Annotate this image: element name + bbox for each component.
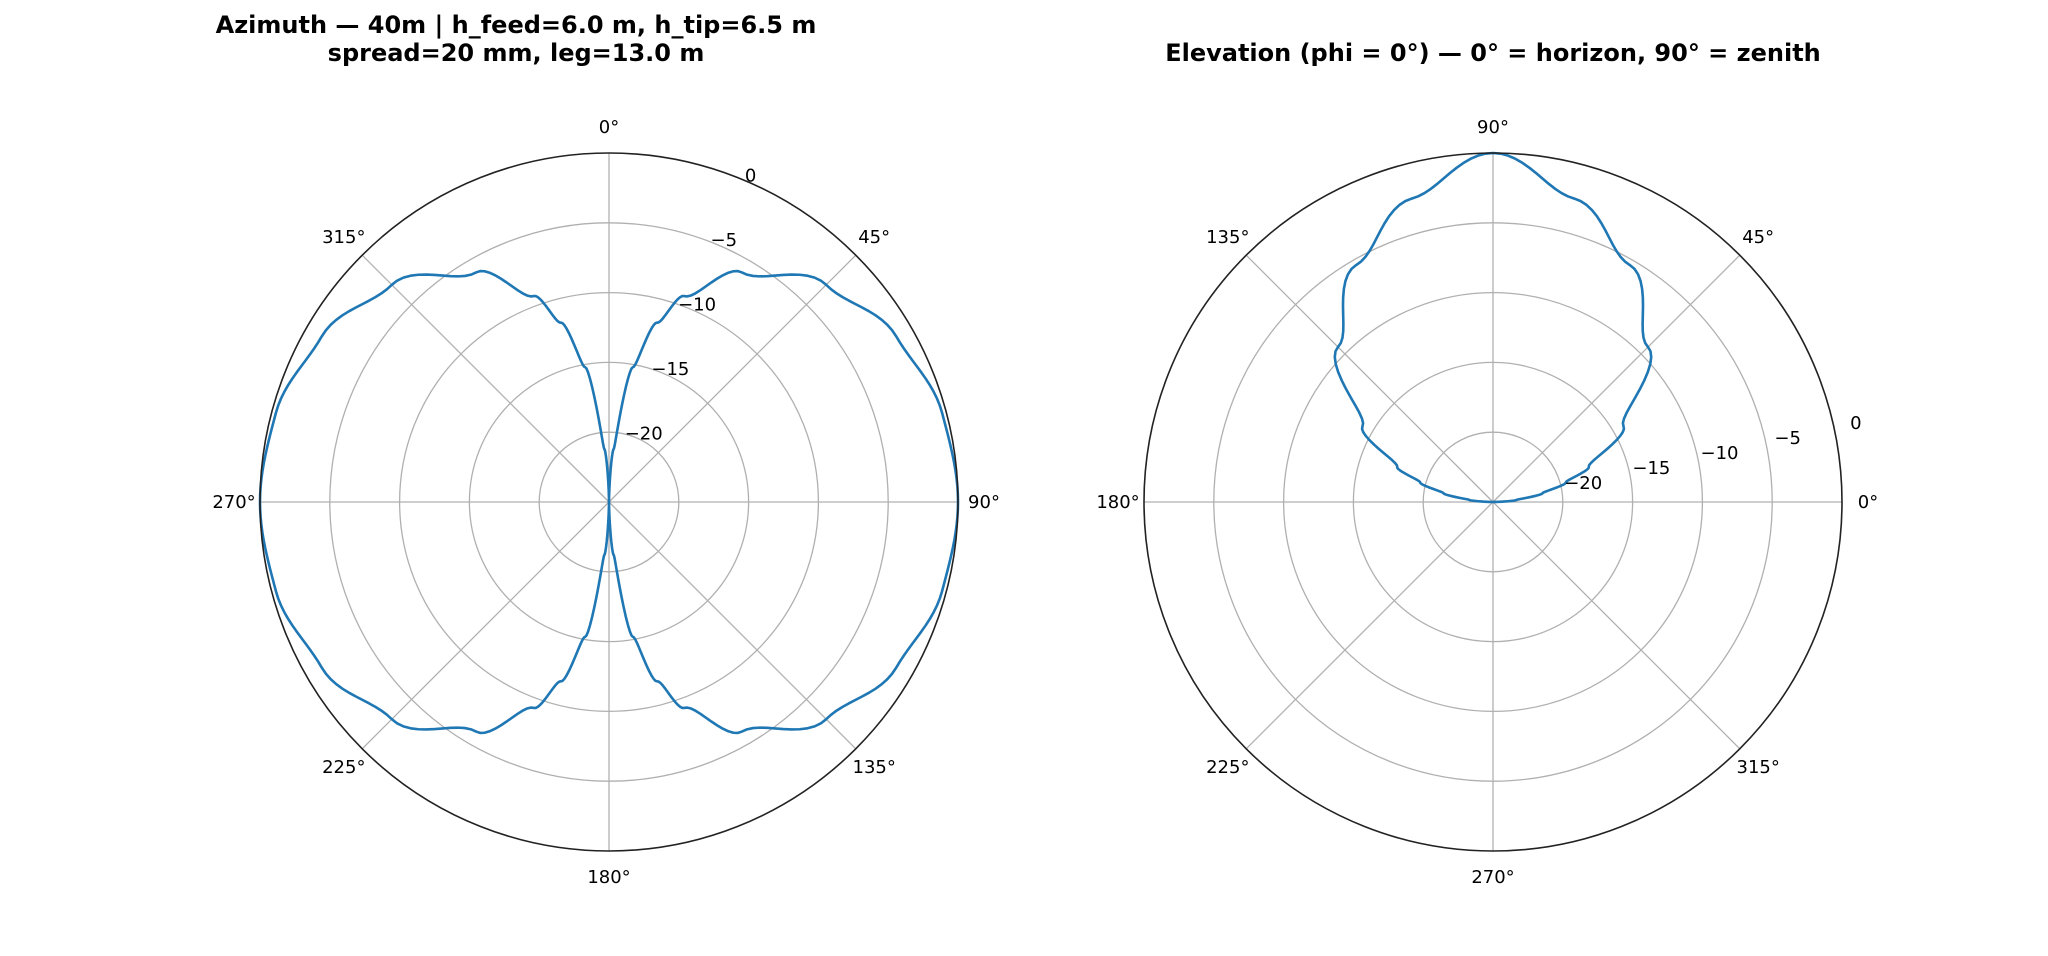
azimuth-pattern-trace-0	[258, 269, 960, 735]
azimuth-r-label-minus15: −15	[651, 359, 689, 380]
elevation-theta-label-135: 135°	[1206, 227, 1249, 248]
elevation-theta-label-225: 225°	[1206, 757, 1249, 778]
azimuth-title-line-1: Azimuth — 40m | h_feed=6.0 m, h_tip=6.5 …	[216, 11, 817, 39]
azimuth-r-label-0: 0	[745, 166, 756, 187]
azimuth-spoke-135	[608, 501, 857, 750]
azimuth-title-line-2: spread=20 mm, leg=13.0 m	[328, 39, 705, 67]
elevation-polar-chart: Elevation (phi = 0°) — 0° = horizon, 90°…	[1096, 39, 1878, 888]
azimuth-theta-label-180: 180°	[587, 867, 630, 888]
elevation-spine-group	[1143, 152, 1843, 852]
azimuth-spoke-315	[361, 254, 610, 503]
azimuth-trace-group	[258, 269, 960, 735]
elevation-theta-label-45: 45°	[1742, 227, 1774, 248]
azimuth-polar-chart: Azimuth — 40m | h_feed=6.0 m, h_tip=6.5 …	[212, 11, 1000, 888]
elevation-r-label-minus10: −10	[1701, 443, 1739, 464]
elevation-theta-label-315: 315°	[1737, 757, 1780, 778]
elevation-outer-spine	[1143, 152, 1843, 852]
elevation-r-label-minus5: −5	[1774, 428, 1801, 449]
elevation-grid	[1144, 153, 1842, 851]
azimuth-theta-label-225: 225°	[322, 757, 365, 778]
azimuth-theta-label-45: 45°	[858, 227, 890, 248]
elevation-title: Elevation (phi = 0°) — 0° = horizon, 90°…	[1165, 39, 1821, 67]
azimuth-r-label-minus5: −5	[711, 230, 738, 251]
elevation-theta-label-180: 180°	[1096, 492, 1139, 513]
azimuth-spoke-45	[608, 254, 857, 503]
elevation-theta-label-90: 90°	[1477, 117, 1509, 138]
azimuth-theta-label-270: 270°	[212, 492, 255, 513]
azimuth-r-label-minus10: −10	[678, 295, 716, 316]
elevation-spoke-315	[1492, 501, 1741, 750]
azimuth-outer-spine	[259, 152, 959, 852]
elevation-r-label-0: 0	[1850, 413, 1861, 434]
elevation-theta-label-270: 270°	[1471, 867, 1514, 888]
elevation-r-label-minus15: −15	[1632, 458, 1670, 479]
elevation-r-label-minus20: −20	[1564, 473, 1602, 494]
azimuth-theta-label-0: 0°	[599, 117, 619, 138]
elevation-spoke-135	[1245, 254, 1494, 503]
azimuth-theta-label-315: 315°	[322, 227, 365, 248]
azimuth-theta-label-90: 90°	[968, 492, 1000, 513]
elevation-spoke-225	[1245, 501, 1494, 750]
azimuth-spoke-225	[361, 501, 610, 750]
azimuth-spine-group	[259, 152, 959, 852]
elevation-theta-label-0: 0°	[1858, 492, 1878, 513]
elevation-tick-labels: 0° 45° 90° 135° 180° 225° 270° 315° −20 −15 −10 −5 0	[1096, 117, 1878, 888]
azimuth-r-label-minus20: −20	[625, 424, 663, 445]
azimuth-tick-labels: 0° 45° 90° 135° 180° 225° 270° 315° −20 −15 −10 −5 0	[212, 117, 1000, 888]
azimuth-grid	[260, 153, 958, 851]
elevation-spoke-45	[1492, 254, 1741, 503]
azimuth-theta-label-135: 135°	[853, 757, 896, 778]
